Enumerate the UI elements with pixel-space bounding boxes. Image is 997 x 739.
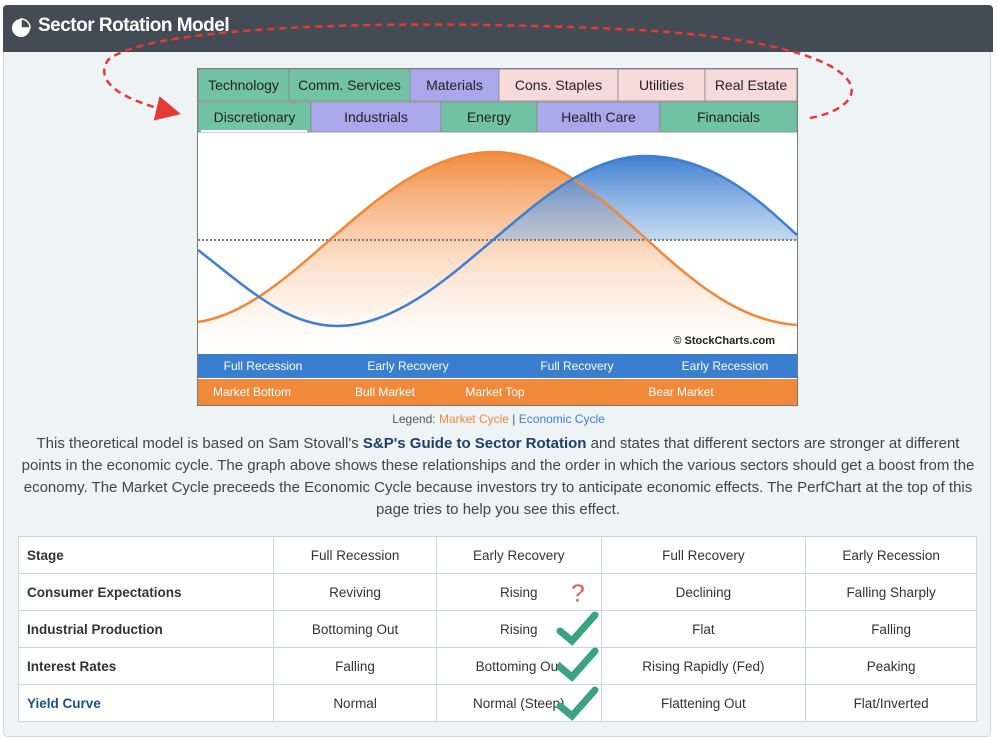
table-row: Interest Rates Falling Bottoming Out Rising… — [17, 647, 977, 685]
row-header: Stage — [17, 536, 275, 574]
rotation-arrow — [103, 23, 853, 121]
market-area — [198, 152, 797, 353]
sector-label: Discretionary — [214, 109, 296, 125]
table-cell: Normal — [273, 684, 437, 722]
table-cell: Peaking — [805, 647, 977, 685]
table-cell: Reviving — [273, 573, 437, 611]
description: This theoretical model is based on Sam S… — [16, 433, 980, 521]
market-stage: Market Top — [465, 385, 524, 399]
annotations: ? — [556, 578, 599, 721]
economic-stage: Early Recovery — [367, 359, 448, 373]
table-cell: Early Recession — [805, 536, 977, 574]
sector-label: Comm. Services — [298, 77, 401, 93]
legend-market: Market Cycle — [438, 412, 509, 426]
sector-box — [288, 68, 411, 102]
table-cell: Early Recovery — [435, 536, 602, 574]
sector-label: Financials — [697, 109, 760, 125]
sector-box — [498, 68, 619, 102]
table-cell: Flat — [600, 610, 807, 648]
row-header: Industrial Production — [17, 610, 275, 648]
sector-box — [659, 101, 798, 133]
sector-label: Technology — [208, 77, 279, 93]
sector-label: Industrials — [344, 109, 408, 125]
legend-separator: | — [512, 412, 516, 426]
table-cell: Bottoming Out — [273, 610, 437, 648]
economic-stage: Full Recovery — [540, 359, 613, 373]
table-cell: Rising Rapidly (Fed) — [600, 647, 807, 685]
table-cell: Declining — [600, 573, 807, 611]
sector-box — [704, 68, 798, 102]
svg-text:?: ? — [570, 578, 586, 608]
table-row: Consumer Expectations Reviving Rising Decli… — [17, 573, 977, 611]
sector-label: Health Care — [561, 109, 636, 125]
table-cell: Falling Sharply — [805, 573, 977, 611]
market-stage: Market Bottom — [213, 385, 291, 399]
watermark: © StockCharts.com — [673, 335, 775, 347]
desc-text: This theoretical model is based on Sam S… — [36, 435, 363, 452]
table-cell: Full Recession — [273, 536, 437, 574]
table-cell: Flat/Inverted — [805, 684, 977, 722]
economic-area — [198, 156, 797, 240]
sector-label: Materials — [426, 77, 483, 93]
table-cell: Falling — [805, 610, 977, 648]
table-row: Yield Curve Normal Normal (Steep) Flattenin… — [17, 684, 977, 722]
legend-label: Legend: — [392, 412, 436, 426]
legend: Legend: Market Cycle | Economic Cycle — [0, 412, 997, 426]
header-title: Sector Rotation Model — [38, 15, 230, 36]
market-curve — [197, 150, 798, 327]
market-stage: Bear Market — [648, 385, 714, 399]
economic-stage: Early Recession — [682, 359, 769, 373]
sector-label: Energy — [467, 109, 511, 125]
figure: © StockCharts.com Technology Comm. Servic… — [197, 68, 798, 406]
cycle-table: Stage Full Recession Early Recovery Full Re… — [17, 536, 977, 722]
row-header: Yield Curve — [17, 684, 275, 722]
sector-label: Real Estate — [715, 77, 788, 93]
desc-text: and states that different sectors are st… — [21, 435, 975, 518]
legend-economic: Economic Cycle — [518, 412, 605, 426]
table-row: Stage Full Recession Early Recovery Full Re… — [17, 536, 977, 574]
header-bar — [3, 5, 993, 52]
guide-link[interactable]: S&P's Guide to Sector Rotation — [362, 435, 587, 452]
economic-curve — [197, 154, 798, 328]
table-cell: Full Recovery — [600, 536, 807, 574]
row-header: Consumer Expectations — [17, 573, 275, 611]
table-cell: Falling — [273, 647, 437, 685]
row-header: Interest Rates — [17, 647, 275, 685]
pie-icon — [12, 18, 31, 37]
market-stage: Bull Market — [355, 385, 416, 399]
economic-stage: Full Recession — [224, 359, 303, 373]
sector-box — [310, 101, 442, 133]
sector-box — [409, 68, 500, 102]
table-cell: Rising — [435, 573, 602, 611]
sector-box — [536, 101, 661, 133]
table-cell: Flattening Out — [600, 684, 807, 722]
sector-box — [197, 68, 290, 102]
sector-label: Utilities — [639, 77, 684, 93]
sector-label: Cons. Staples — [515, 77, 602, 93]
table-row: Industrial Production Bottoming Out Rising… — [17, 610, 977, 648]
sector-box — [440, 101, 538, 133]
